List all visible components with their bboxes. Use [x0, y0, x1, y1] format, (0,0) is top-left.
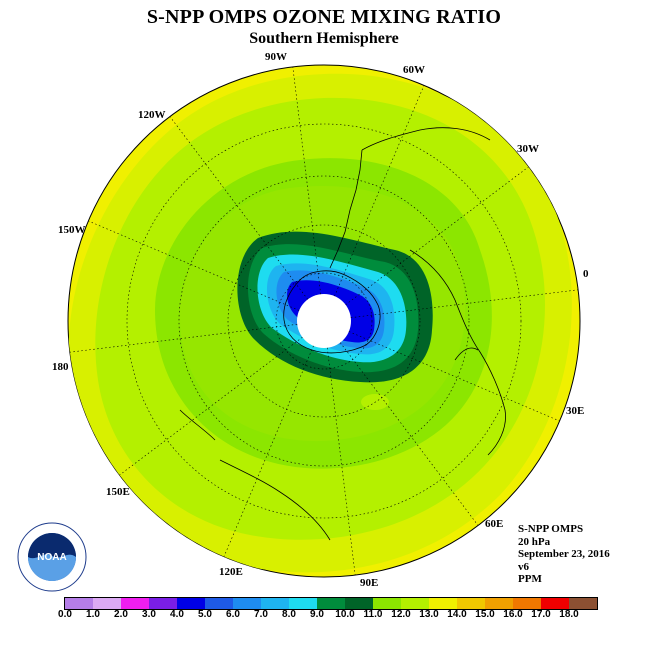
- longitude-label-180: 180: [52, 361, 69, 373]
- colorbar-tick-label: 15.0: [475, 609, 495, 620]
- colorbar-tick-label: 9.0: [310, 609, 324, 620]
- colorbar-segment: [345, 598, 373, 609]
- colorbar-tick-label: 8.0: [282, 609, 296, 620]
- colorbar-tick-label: 12.0: [391, 609, 411, 620]
- main-title: S-NPP OMPS OZONE MIXING RATIO: [146, 6, 502, 28]
- colorbar-segment: [121, 598, 149, 609]
- colorbar-tick-label: 13.0: [419, 609, 439, 620]
- noaa-logo-text: NOAA: [37, 552, 66, 563]
- colorbar-tick-label: 1.0: [86, 609, 100, 620]
- colorbar-tick-label: 7.0: [254, 609, 268, 620]
- colorbar-tick-label: 11.0: [363, 609, 383, 620]
- longitude-label-90e: 90E: [360, 577, 379, 589]
- colorbar-tick-label: 5.0: [198, 609, 212, 620]
- colorbar-segment: [93, 598, 121, 609]
- subtitle: Southern Hemisphere: [249, 30, 399, 47]
- colorbar-segment: [177, 598, 205, 609]
- colorbar-tick-label: 18.0: [559, 609, 579, 620]
- longitude-label-150e: 150E: [106, 486, 130, 498]
- info-date: September 23, 2016: [518, 548, 610, 560]
- colorbar-segment: [429, 598, 457, 609]
- colorbar-segment: [541, 598, 569, 609]
- colorbar-segment: [289, 598, 317, 609]
- longitude-label-150w: 150W: [58, 224, 86, 236]
- colorbar-segment: [261, 598, 289, 609]
- colorbar-segment: [233, 598, 261, 609]
- longitude-label-30e: 30E: [566, 405, 585, 417]
- colorbar-segment: [485, 598, 513, 609]
- colorbar-segment: [373, 598, 401, 609]
- noaa-logo: NOAA: [17, 522, 87, 592]
- info-units: PPM: [518, 573, 542, 585]
- colorbar-segment: [401, 598, 429, 609]
- info-instrument: S-NPP OMPS: [518, 523, 584, 535]
- longitude-label-90w: 90W: [265, 51, 287, 63]
- colorbar-tick-label: 10.0: [335, 609, 355, 620]
- colorbar-tick-label: 17.0: [531, 609, 551, 620]
- latitude-grid: [126, 123, 522, 519]
- colorbar: [64, 597, 598, 610]
- colorbar-segment: [569, 598, 597, 609]
- colorbar-tick-label: 3.0: [142, 609, 156, 620]
- colorbar-segment: [317, 598, 345, 609]
- product-info: S-NPP OMPS 20 hPa September 23, 2016 v6 …: [518, 523, 610, 586]
- info-level: 20 hPa: [518, 535, 551, 548]
- colorbar-tick-label: 14.0: [447, 609, 467, 620]
- polar-hole: [297, 294, 351, 348]
- longitude-label-120e: 120E: [219, 566, 243, 578]
- colorbar-tick-label: 4.0: [170, 609, 184, 620]
- colorbar-tick-label: 2.0: [114, 609, 128, 620]
- colorbar-segment: [457, 598, 485, 609]
- colorbar-segment: [65, 598, 93, 609]
- longitude-label-120w: 120W: [138, 109, 166, 121]
- colorbar-segment: [513, 598, 541, 609]
- longitude-label-60e: 60E: [485, 518, 504, 530]
- colorbar-segment: [205, 598, 233, 609]
- colorbar-tick-label: 16.0: [503, 609, 523, 620]
- colorbar-segment: [149, 598, 177, 609]
- longitude-label-30w: 30W: [517, 143, 539, 155]
- colorbar-labels: 0.0 1.0 2.0 3.0 4.0 5.0 6.0 7.0 8.0 9.0 10.0 11.0 12…: [0, 609, 648, 623]
- longitude-label-0: 0: [583, 268, 589, 280]
- colorbar-tick-label: 0.0: [58, 609, 72, 620]
- info-version: v6: [518, 560, 529, 573]
- longitude-label-60w: 60W: [403, 64, 425, 76]
- coastlines: [179, 127, 506, 541]
- colorbar-tick-label: 6.0: [226, 609, 240, 620]
